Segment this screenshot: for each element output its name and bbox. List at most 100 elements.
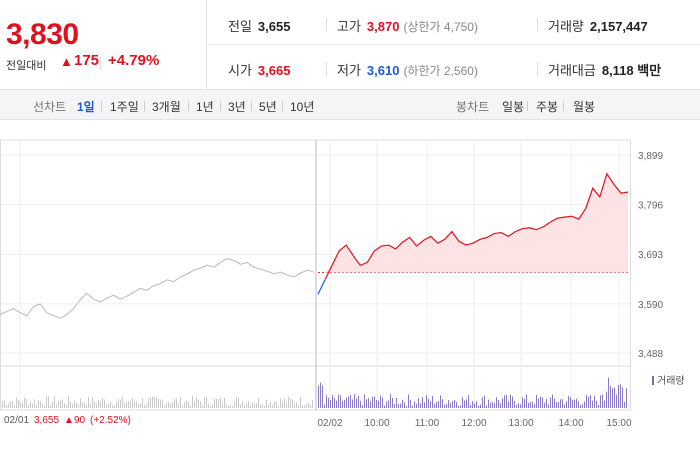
volume-bar (424, 402, 425, 408)
volume-bar (510, 394, 511, 408)
volume-bar (518, 403, 519, 408)
volume-bar (428, 398, 429, 408)
volume-legend: 거래량 (652, 372, 685, 387)
volume-bar (4, 400, 5, 408)
tab-3-years[interactable]: 3년 (228, 100, 246, 114)
volume-bar (596, 400, 597, 408)
volume-bar (162, 400, 163, 408)
volume-bar (564, 404, 565, 408)
volume-bar (184, 402, 185, 408)
volume-bar (326, 395, 327, 408)
volume-bar (208, 403, 209, 408)
volume-bar (200, 401, 201, 408)
tab-1-week[interactable]: 1주일 (110, 100, 139, 114)
volume-bar (158, 398, 159, 408)
volume-bar (178, 403, 179, 408)
volume-bar (206, 397, 207, 408)
volume-bar (352, 399, 353, 408)
volume-bar (452, 401, 453, 408)
divider (188, 101, 189, 111)
volume-bar (142, 398, 143, 408)
volume-bar (378, 400, 379, 408)
volume-bar (420, 403, 421, 408)
x-tick-label: 02/02 (317, 418, 342, 429)
stat-value: 2,157,447 (589, 19, 648, 34)
volume-bar (100, 401, 101, 408)
volume-bar (498, 400, 499, 408)
tab-5-years[interactable]: 5년 (259, 100, 277, 114)
volume-bar (278, 405, 279, 408)
volume-bar (292, 399, 293, 408)
stat-label: 고가 (337, 19, 361, 34)
volume-bar (588, 396, 589, 408)
volume-bar (466, 399, 467, 408)
divider (101, 101, 102, 111)
volume-bar (398, 403, 399, 408)
divider (208, 44, 700, 45)
quote-header: 3,830 전일대비 ▲ 175 +4.79% 전일 3,655 고가 3,870(… (0, 0, 700, 90)
volume-bar (252, 402, 253, 408)
volume-bar (106, 404, 107, 408)
volume-bar (612, 388, 613, 408)
price-chart[interactable]: 3,899 3,796 3,693 3,590 3,488 02/02 10:00 11:00… (0, 120, 700, 450)
volume-bar (464, 400, 465, 408)
change-label: 전일대비 (6, 60, 47, 72)
volume-bar (536, 394, 537, 408)
prev-day-line (0, 258, 315, 319)
volume-bar (448, 400, 449, 408)
stat-value: 3,655 (257, 19, 291, 34)
volume-bar (508, 401, 509, 408)
divider (220, 101, 221, 111)
volume-bar (160, 399, 161, 408)
volume-bar (440, 395, 441, 408)
volume-bar (408, 394, 409, 408)
volume-bar (534, 404, 535, 408)
divider (527, 101, 528, 111)
volume-bar (342, 401, 343, 408)
volume-bar (180, 396, 181, 408)
volume-bar (280, 398, 281, 408)
volume-bar (434, 403, 435, 408)
tab-3-months[interactable]: 3개월 (152, 100, 181, 114)
volume-bar (64, 403, 65, 408)
stat-volume: 거래량 2,157,447 (548, 16, 648, 35)
volume-bar (550, 397, 551, 408)
volume-bar (186, 400, 187, 408)
volume-bar (264, 405, 265, 408)
volume-bar (262, 404, 263, 408)
volume-bar (272, 404, 273, 408)
tab-weekly-candle[interactable]: 주봉 (536, 100, 559, 114)
tab-1-day[interactable]: 1일 (77, 100, 95, 114)
volume-bar (504, 395, 505, 408)
volume-bar (12, 400, 13, 408)
volume-bar (182, 405, 183, 408)
volume-bar (210, 405, 211, 408)
volume-bar (520, 404, 521, 408)
candle-chart-label: 봉차트 (456, 100, 490, 114)
volume-bar (306, 404, 307, 408)
volume-bar (212, 404, 213, 408)
volume-bar (524, 398, 525, 408)
volume-bar (456, 402, 457, 408)
volume-bar (124, 402, 125, 408)
volume-bar (404, 402, 405, 408)
volume-bar (608, 377, 609, 408)
volume-bar (154, 396, 155, 408)
volume-bar (44, 405, 45, 408)
volume-bar (238, 397, 239, 408)
volume-bar (572, 399, 573, 408)
tab-10-years[interactable]: 10년 (290, 100, 315, 114)
stat-value: 3,665 (257, 63, 291, 78)
volume-bar (36, 404, 37, 408)
tab-daily-candle[interactable]: 일봉 (502, 100, 525, 114)
volume-bar (108, 403, 109, 408)
change-value: 175 (74, 52, 100, 69)
volume-bar (70, 401, 71, 408)
volume-bar (94, 401, 95, 408)
tab-monthly-candle[interactable]: 월봉 (573, 100, 596, 114)
volume-bar (90, 403, 91, 408)
tab-1-year[interactable]: 1년 (196, 100, 214, 114)
volume-bar (482, 397, 483, 408)
stat-high: 고가 3,870 (상한가 4,750) (337, 16, 478, 35)
volume-bar (360, 400, 361, 408)
